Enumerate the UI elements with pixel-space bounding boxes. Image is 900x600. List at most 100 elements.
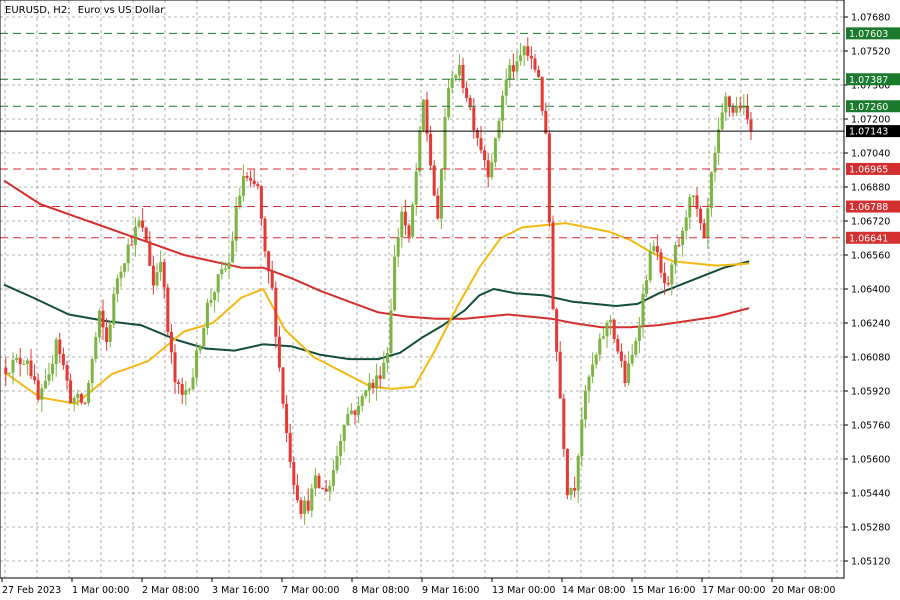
- candle-body: [688, 197, 692, 218]
- y-tick-label: 1.06880: [851, 183, 890, 194]
- symbol-label: EURUSD, H2:: [5, 5, 71, 16]
- candle-body: [112, 293, 116, 325]
- candle-body: [299, 500, 303, 514]
- candle-body: [36, 380, 40, 400]
- candle-body: [382, 362, 386, 379]
- candle-body: [346, 414, 350, 426]
- candle-body: [360, 396, 364, 406]
- candle-body: [317, 475, 321, 489]
- candle-body: [533, 58, 537, 70]
- y-tick-label: 1.05120: [851, 557, 890, 568]
- candle-body: [130, 244, 134, 246]
- candle-body: [475, 130, 479, 139]
- x-tick-label: 9 Mar 16:00: [422, 585, 479, 596]
- candle-body: [349, 410, 353, 415]
- candle-body: [515, 61, 519, 72]
- candle-body: [425, 99, 429, 134]
- candle-body: [385, 353, 389, 363]
- candle-body: [666, 283, 670, 285]
- y-tick-label: 1.07040: [851, 149, 890, 160]
- symbol-description: Euro vs US Dollar: [78, 5, 166, 16]
- candle-body: [79, 393, 83, 403]
- candle-body: [25, 360, 29, 364]
- candle-body: [634, 341, 638, 355]
- candle-body: [504, 79, 508, 96]
- level-price-tag: 1.06641: [849, 233, 888, 244]
- candle-body: [90, 359, 94, 383]
- candle-body: [659, 252, 663, 273]
- candle-body: [641, 293, 645, 327]
- candle-body: [436, 195, 440, 219]
- candle-body: [655, 246, 659, 253]
- candle-body: [583, 390, 587, 420]
- y-tick-label: 1.06560: [851, 251, 890, 262]
- candle-body: [331, 470, 335, 486]
- candle-body: [126, 244, 130, 264]
- candle-body: [429, 133, 433, 166]
- candle-body: [137, 220, 141, 227]
- candle-body: [713, 153, 717, 173]
- time-axis: 27 Feb 2023 1 Mar 00:00 2 Mar 08:00 3 Mar 1…: [1, 578, 835, 596]
- candle-body: [483, 150, 487, 161]
- candle-body: [393, 256, 397, 311]
- y-tick-label: 1.06720: [851, 217, 890, 228]
- ma-fast-line: [3, 222, 750, 405]
- candle-body: [115, 278, 119, 294]
- candle-body: [677, 244, 681, 246]
- candle-body: [83, 402, 87, 404]
- level-price-tag: 1.07260: [849, 102, 888, 113]
- y-tick-label: 1.05760: [851, 421, 890, 432]
- candle-body: [699, 208, 703, 224]
- candle-body: [277, 336, 281, 368]
- y-tick-label: 1.06400: [851, 285, 890, 296]
- candle-body: [43, 380, 47, 389]
- candle-body: [609, 319, 613, 323]
- candle-body: [159, 262, 163, 273]
- candle-body: [295, 485, 299, 501]
- candle-body: [493, 138, 497, 163]
- candle-body: [673, 244, 677, 265]
- candle-body: [15, 358, 19, 361]
- candle-body: [234, 207, 238, 241]
- y-tick-label: 1.05440: [851, 489, 890, 500]
- candle-body: [263, 218, 267, 252]
- candle-body: [403, 211, 407, 226]
- candle-body: [378, 375, 382, 379]
- candle-body: [94, 337, 98, 360]
- candle-body: [479, 138, 483, 151]
- x-tick-label: 7 Mar 00:00: [282, 585, 339, 596]
- candle-body: [439, 168, 443, 219]
- current-price-tag-bg: [846, 125, 900, 138]
- y-tick-label: 1.05280: [851, 523, 890, 534]
- candle-body: [339, 440, 343, 457]
- y-tick-label: 1.07200: [851, 115, 890, 126]
- candle-body: [187, 389, 191, 391]
- candle-body: [468, 97, 472, 108]
- y-tick-label: 1.07520: [851, 47, 890, 58]
- candle-body: [209, 300, 213, 303]
- candle-body: [292, 461, 296, 486]
- x-tick-label: 13 Mar 00:00: [492, 585, 555, 596]
- candle-body: [29, 360, 33, 377]
- candle-body: [252, 180, 256, 185]
- candle-body: [457, 64, 461, 76]
- x-tick-label: 1 Mar 00:00: [72, 585, 129, 596]
- x-tick-label: 14 Mar 08:00: [562, 585, 625, 596]
- candle-body: [745, 106, 749, 120]
- candle-body: [353, 410, 357, 415]
- candle-body: [432, 165, 436, 196]
- candle-body: [670, 264, 674, 285]
- candle-body: [148, 241, 152, 266]
- candle-body: [526, 46, 530, 56]
- candle-body: [40, 388, 44, 400]
- candle-body: [580, 419, 584, 456]
- candle-body: [537, 69, 541, 77]
- candle-body: [313, 475, 317, 489]
- candle-body: [709, 172, 713, 209]
- candle-body: [133, 226, 137, 245]
- candle-body: [652, 246, 656, 251]
- candle-body: [663, 272, 667, 284]
- candle-body: [22, 363, 26, 365]
- candle-body: [223, 268, 227, 270]
